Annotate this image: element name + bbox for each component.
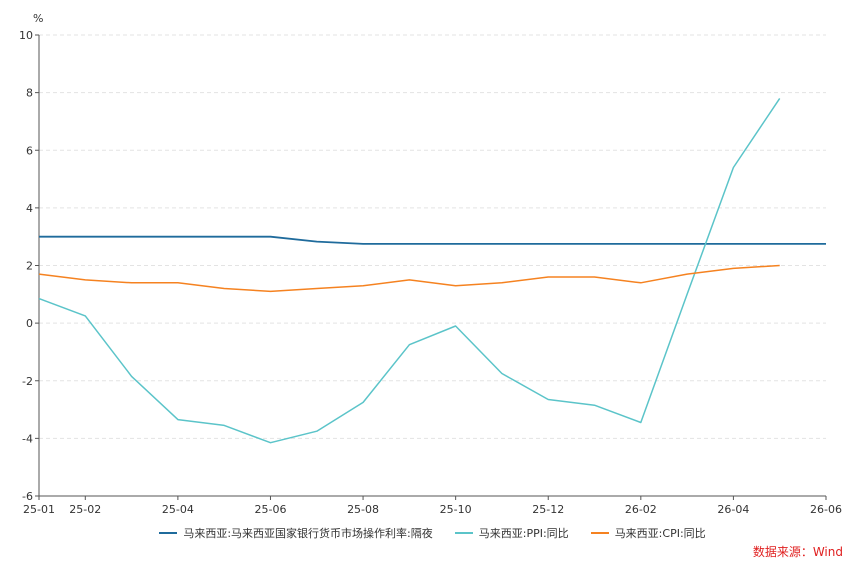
y-tick-label: 8 <box>26 87 33 100</box>
legend-item-cpi[interactable]: 马来西亚:CPI:同比 <box>590 525 706 541</box>
source-note: 数据来源：Wind <box>752 545 843 559</box>
y-tick-label: 0 <box>26 317 33 330</box>
x-tick-label: 25-12 <box>532 503 564 516</box>
legend-item-ppi[interactable]: 马来西亚:PPI:同比 <box>454 525 569 541</box>
x-tick-label: 25-01 <box>23 503 55 516</box>
y-tick-label: 2 <box>26 260 33 273</box>
y-tick-label: -2 <box>22 375 33 388</box>
y-tick-label: -6 <box>22 490 33 503</box>
series-lines <box>38 97 826 444</box>
legend-item-overnight-rate[interactable]: 马来西亚:马来西亚国家银行货币市场操作利率:隔夜 <box>159 525 433 541</box>
grid-lines <box>39 34 826 439</box>
y-tick-labels: -6 -4 -2 0 2 4 6 8 10 <box>19 29 33 503</box>
y-tick-label: -4 <box>22 432 33 445</box>
x-tick-label: 26-02 <box>625 503 657 516</box>
y-tick-label: 6 <box>26 144 33 157</box>
x-tick-label: 25-10 <box>440 503 472 516</box>
axes <box>35 34 827 500</box>
x-tick-label: 25-02 <box>69 503 101 516</box>
x-tick-label: 25-06 <box>254 503 286 516</box>
y-tick-label: 4 <box>26 202 33 215</box>
legend-label-cpi: 马来西亚:CPI:同比 <box>614 527 706 540</box>
x-tick-label: 26-04 <box>717 503 749 516</box>
legend-swatch-overnight-rate <box>159 532 178 534</box>
x-tick-label: 26-06 <box>810 503 842 516</box>
y-tick-label: 10 <box>19 29 33 42</box>
legend-label-overnight-rate: 马来西亚:马来西亚国家银行货币市场操作利率:隔夜 <box>183 527 433 540</box>
series-line-overnight-rate <box>39 235 826 245</box>
x-tick-label: 25-08 <box>347 503 379 516</box>
x-tick-label: 25-04 <box>162 503 194 516</box>
series-line-cpi <box>38 264 780 293</box>
legend-swatch-ppi <box>454 532 473 534</box>
x-tick-labels: 25-01 25-02 25-04 25-06 25-08 25-10 25-12 26-02… <box>23 503 842 516</box>
legend: 马来西亚:马来西亚国家银行货币市场操作利率:隔夜 马来西亚:PPI:同比 马来西… <box>0 523 865 543</box>
series-line-ppi <box>38 97 781 444</box>
legend-label-ppi: 马来西亚:PPI:同比 <box>478 527 569 540</box>
y-unit-label: % <box>33 12 43 25</box>
legend-swatch-cpi <box>590 532 609 534</box>
